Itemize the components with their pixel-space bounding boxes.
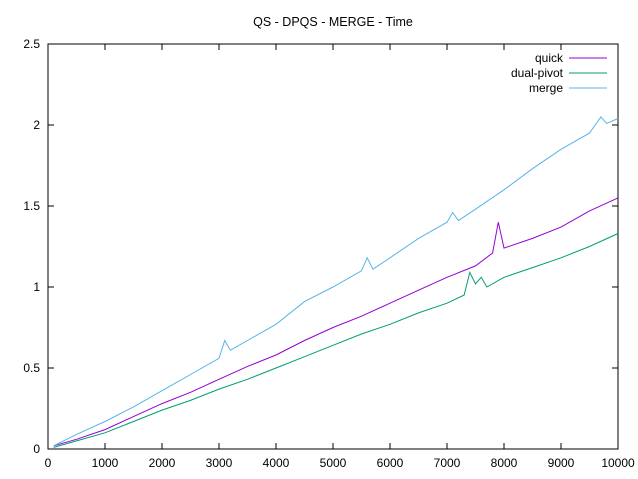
axis-ticks: 0 1000 2000 3000 4000 5000 6000 7000 8000 9000 100… <box>23 37 635 470</box>
x-tick-label: 1000 <box>92 456 119 470</box>
y-tick-label: 2.5 <box>23 37 40 51</box>
legend-label-dual-pivot: dual-pivot <box>511 66 564 80</box>
plot-frame <box>47 43 619 450</box>
x-tick-label: 10000 <box>601 456 635 470</box>
x-tick-label: 4000 <box>263 456 290 470</box>
legend-label-merge: merge <box>529 81 563 95</box>
y-tick-label: 0.5 <box>23 361 40 375</box>
y-tick-label: 1.5 <box>23 199 40 213</box>
legend-label-quick: quick <box>535 51 564 65</box>
x-tick-label: 3000 <box>206 456 233 470</box>
chart-title: QS - DPQS - MERGE - Time <box>253 15 413 29</box>
series-line-quick <box>53 197 619 447</box>
y-tick-label: 0 <box>33 442 40 456</box>
y-tick-label: 2 <box>33 118 40 132</box>
series-line-merge <box>53 116 619 447</box>
x-tick-label: 2000 <box>149 456 176 470</box>
x-tick-label: 9000 <box>548 456 575 470</box>
y-tick-label: 1 <box>33 280 40 294</box>
x-tick-label: 8000 <box>491 456 518 470</box>
x-tick-label: 0 <box>45 456 52 470</box>
x-tick-label: 7000 <box>434 456 461 470</box>
series-lines <box>53 116 619 448</box>
x-tick-label: 6000 <box>377 456 404 470</box>
x-tick-label: 5000 <box>320 456 347 470</box>
series-line-dual-pivot <box>53 233 619 448</box>
